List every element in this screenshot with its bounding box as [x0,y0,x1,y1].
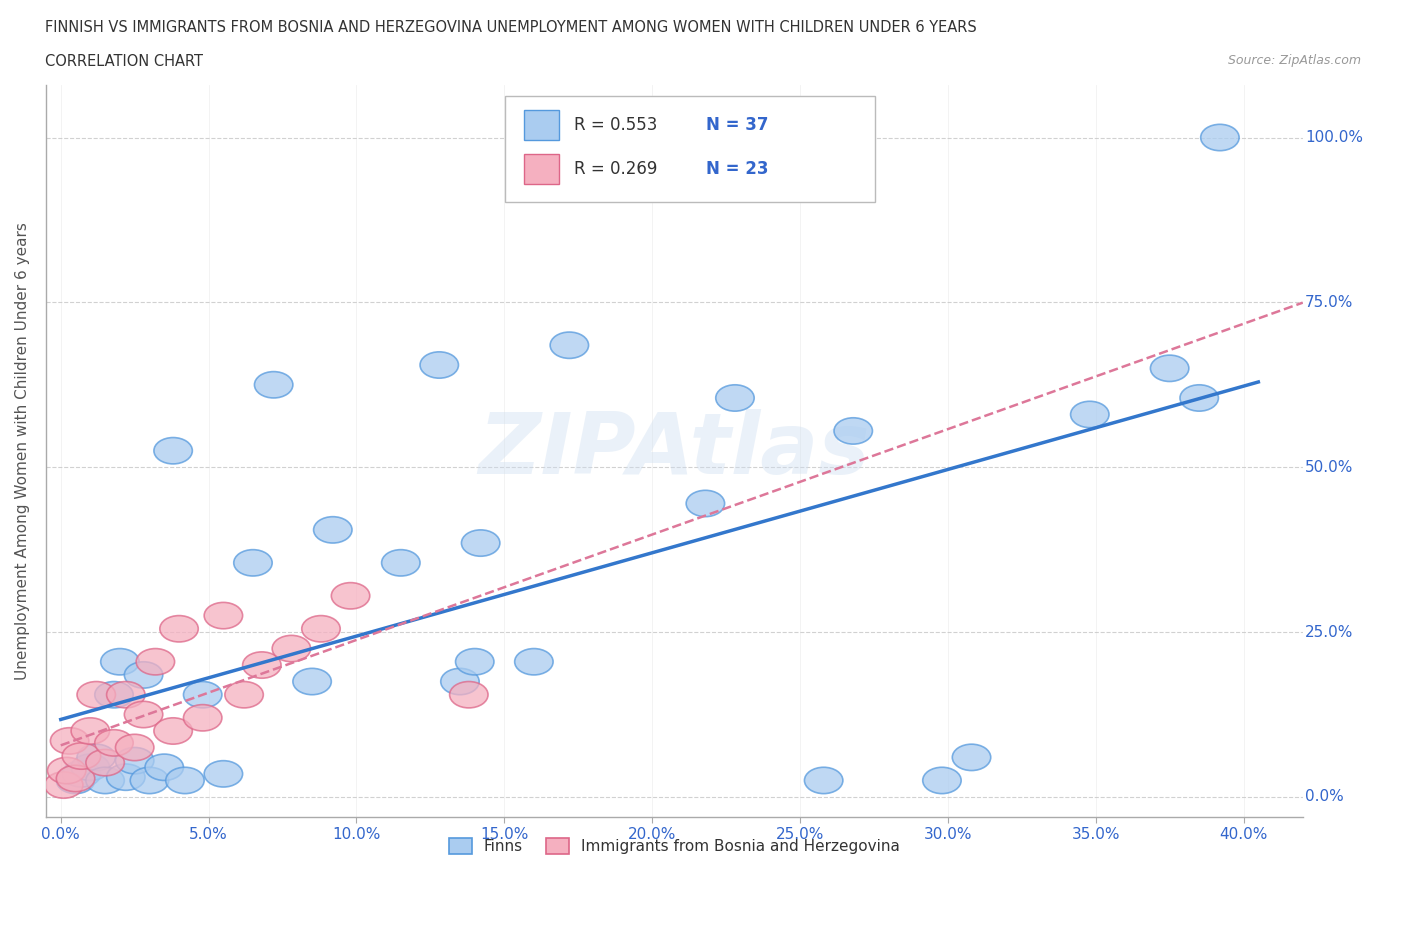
Ellipse shape [461,530,501,556]
Ellipse shape [56,765,94,791]
Ellipse shape [115,735,153,761]
Ellipse shape [107,764,145,790]
Ellipse shape [153,437,193,464]
Bar [523,110,558,140]
Text: ZIPAtlas: ZIPAtlas [478,409,870,492]
Ellipse shape [101,648,139,675]
Ellipse shape [332,582,370,609]
Ellipse shape [550,332,589,358]
Ellipse shape [145,754,183,780]
Ellipse shape [440,669,479,695]
Ellipse shape [381,550,420,576]
Ellipse shape [56,767,94,793]
FancyBboxPatch shape [505,96,876,202]
Ellipse shape [1180,385,1219,411]
Ellipse shape [314,517,352,543]
Ellipse shape [107,682,145,708]
Ellipse shape [62,761,101,787]
Ellipse shape [292,669,332,695]
Ellipse shape [1201,125,1239,151]
Text: Source: ZipAtlas.com: Source: ZipAtlas.com [1227,54,1361,67]
Ellipse shape [456,648,494,675]
Ellipse shape [225,682,263,708]
Ellipse shape [204,603,243,629]
Ellipse shape [86,750,124,776]
Ellipse shape [952,744,991,771]
Ellipse shape [94,682,134,708]
Ellipse shape [166,767,204,793]
Ellipse shape [804,767,842,793]
Ellipse shape [450,682,488,708]
Ellipse shape [86,767,124,793]
Text: 25.0%: 25.0% [1305,625,1354,640]
Ellipse shape [77,744,115,771]
Ellipse shape [115,748,153,774]
Y-axis label: Unemployment Among Women with Children Under 6 years: Unemployment Among Women with Children U… [15,221,30,680]
Text: R = 0.553: R = 0.553 [574,116,657,134]
Ellipse shape [72,718,110,744]
Ellipse shape [131,767,169,793]
Ellipse shape [45,772,83,798]
Ellipse shape [77,682,115,708]
Ellipse shape [94,730,134,756]
Ellipse shape [72,754,110,780]
Ellipse shape [204,761,243,787]
Text: N = 37: N = 37 [706,116,768,134]
Ellipse shape [243,652,281,678]
Text: N = 23: N = 23 [706,160,768,178]
Text: 100.0%: 100.0% [1305,130,1364,145]
Ellipse shape [124,662,163,688]
Ellipse shape [233,550,273,576]
Bar [523,153,558,184]
Ellipse shape [153,718,193,744]
Text: 50.0%: 50.0% [1305,459,1354,474]
Text: 0.0%: 0.0% [1305,790,1344,804]
Ellipse shape [183,705,222,731]
Text: FINNISH VS IMMIGRANTS FROM BOSNIA AND HERZEGOVINA UNEMPLOYMENT AMONG WOMEN WITH : FINNISH VS IMMIGRANTS FROM BOSNIA AND HE… [45,20,977,35]
Ellipse shape [254,372,292,398]
Text: 75.0%: 75.0% [1305,295,1354,310]
Ellipse shape [136,648,174,675]
Ellipse shape [834,418,873,445]
Ellipse shape [716,385,754,411]
Ellipse shape [1070,401,1109,428]
Ellipse shape [124,701,163,727]
Text: CORRELATION CHART: CORRELATION CHART [45,54,202,69]
Ellipse shape [62,743,101,769]
Ellipse shape [183,682,222,708]
Legend: Finns, Immigrants from Bosnia and Herzegovina: Finns, Immigrants from Bosnia and Herzeg… [443,832,905,860]
Ellipse shape [922,767,962,793]
Ellipse shape [160,616,198,642]
Ellipse shape [420,352,458,379]
Ellipse shape [686,490,724,517]
Ellipse shape [51,727,89,754]
Text: R = 0.269: R = 0.269 [574,160,657,178]
Ellipse shape [302,616,340,642]
Ellipse shape [273,635,311,662]
Ellipse shape [1150,355,1189,381]
Ellipse shape [48,757,86,784]
Ellipse shape [515,648,553,675]
